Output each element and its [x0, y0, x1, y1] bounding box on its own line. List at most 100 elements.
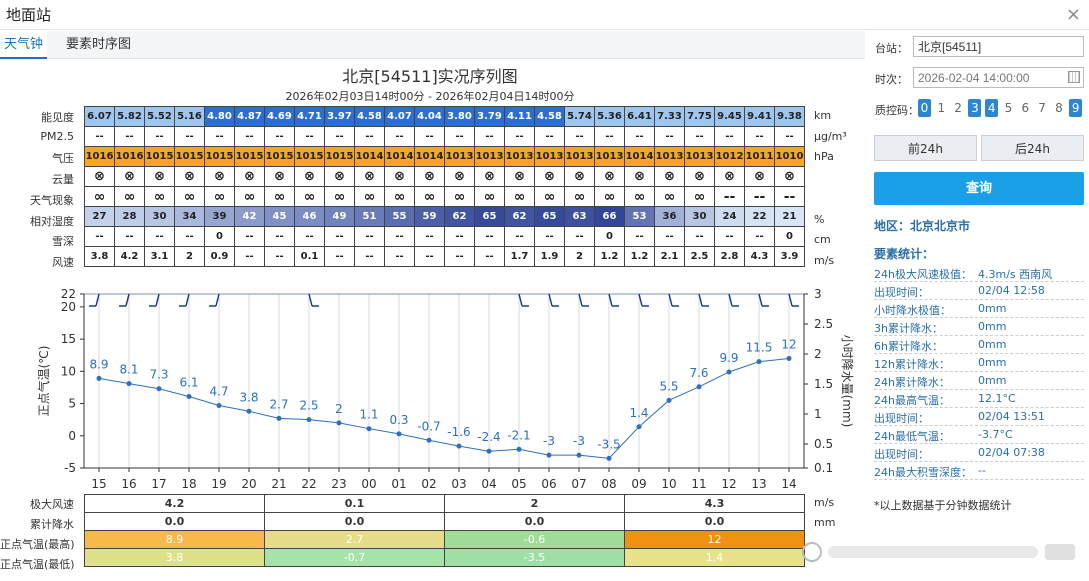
cell: ∞: [444, 186, 475, 207]
x-tick-label: 08: [601, 477, 616, 491]
stat-row: 24h最低气温： -3.7°C: [874, 427, 1084, 444]
qc-digit-2[interactable]: 2: [954, 101, 962, 115]
stat-value: 0mm: [978, 320, 1007, 333]
cell: 1016: [114, 146, 145, 167]
cell: 4.11: [504, 106, 535, 127]
cell: --: [414, 226, 445, 247]
temperature-label: -2.4: [477, 430, 500, 444]
summary-label: 累计降水: [30, 518, 74, 531]
row-unit: km: [814, 109, 832, 122]
temperature-label: 7.6: [689, 366, 708, 380]
summary-cell: -3.5: [444, 548, 625, 567]
qc-digit-7[interactable]: 7: [1038, 101, 1046, 115]
chart-subtitle: 2026年02月03日14时00分 - 2026年02月04日14时00分: [285, 90, 575, 103]
tab-bar: 天气钟 要素时序图: [0, 31, 865, 59]
qc-digit-8[interactable]: 8: [1055, 101, 1063, 115]
temperature-label: -2.1: [507, 428, 530, 442]
cell: --: [564, 226, 595, 247]
qc-digit-0[interactable]: 0: [918, 99, 931, 117]
cell: 1013: [684, 146, 715, 167]
cell: 46: [294, 206, 325, 227]
row-unit: μg/m³: [814, 129, 847, 143]
temperature-point: [426, 437, 432, 443]
time-input[interactable]: [913, 67, 1084, 88]
cell: ⊗: [144, 166, 175, 187]
cell: 30: [684, 206, 715, 227]
cell: 34: [174, 206, 205, 227]
cell: --: [294, 126, 325, 147]
qc-digit-6[interactable]: 6: [1021, 101, 1030, 115]
summary-unit: mm: [814, 516, 836, 529]
stat-key: 6h累计降水：: [874, 340, 943, 353]
summary-cell: 4.3: [624, 494, 805, 513]
y-tick-label: 5: [68, 397, 76, 411]
temperature-point: [546, 452, 552, 458]
summary-label: 正点气温(最高): [0, 538, 75, 551]
cell: 3.97: [324, 106, 355, 127]
stat-value: 4.3m/s 西南风: [978, 268, 1053, 281]
cell: --: [114, 226, 145, 247]
calendar-icon[interactable]: [1068, 71, 1080, 83]
cell: --: [414, 246, 445, 267]
window-title: 地面站: [6, 6, 52, 24]
cell: 1013: [564, 146, 595, 167]
summary-cell: 2.7: [264, 530, 445, 549]
qc-digit-9[interactable]: 9: [1069, 99, 1083, 117]
tab-weather-clock[interactable]: 天气钟: [0, 31, 48, 59]
cell: 4.07: [384, 106, 415, 127]
cell: 4.58: [354, 106, 385, 127]
cell: --: [234, 246, 265, 267]
cell: 4.69: [264, 106, 295, 127]
cell: --: [474, 126, 505, 147]
qc-digit-4[interactable]: 4: [985, 99, 999, 117]
cell: ⊗: [624, 166, 655, 187]
cell: 4.2: [114, 246, 145, 267]
x-tick-label: 11: [691, 477, 706, 491]
x-tick-label: 05: [511, 477, 526, 491]
qc-digit-5[interactable]: 5: [1004, 101, 1013, 115]
cell: 1014: [384, 146, 415, 167]
wind-barb-icon: [698, 293, 709, 307]
temperature-point: [786, 355, 792, 361]
cell: 4.71: [294, 106, 325, 127]
wind-barb-icon: [578, 293, 589, 307]
station-input[interactable]: [913, 36, 1084, 57]
temperature-point: [336, 420, 342, 426]
cell: 1013: [504, 146, 535, 167]
cell: 66: [594, 206, 625, 227]
station-label: 台站：: [875, 42, 908, 55]
next-24h-button[interactable]: 后24h: [981, 135, 1084, 161]
stat-key: 出现时间：: [874, 448, 929, 461]
cell: --: [504, 126, 535, 147]
temperature-point: [306, 417, 312, 423]
cell: 0: [594, 226, 625, 247]
query-button[interactable]: 查询: [874, 172, 1084, 205]
stat-value: 0mm: [978, 338, 1007, 351]
stat-value: 02/04 13:51: [978, 410, 1045, 423]
x-tick-label: 13: [751, 477, 766, 491]
close-icon[interactable]: ×: [1065, 4, 1081, 25]
qc-digit-1[interactable]: 1: [937, 101, 946, 115]
cell: 51: [354, 206, 385, 227]
y2-tick-label: 0.1: [814, 461, 833, 475]
stat-key: 24h极大风速极值：: [874, 268, 972, 281]
cell: 2.1: [654, 246, 685, 267]
watermark-logo: [802, 542, 1075, 562]
cell: 22: [744, 206, 775, 227]
prev-24h-button[interactable]: 前24h: [874, 135, 977, 161]
y2-axis-title: 小时降水量(mm): [840, 335, 854, 428]
cell: 1015: [204, 146, 235, 167]
temperature-label: -3.5: [597, 437, 620, 451]
wind-barb-icon: [209, 293, 220, 307]
cell: --: [324, 126, 355, 147]
cell: --: [444, 126, 475, 147]
tab-element-timeseries[interactable]: 要素时序图: [66, 37, 132, 52]
cell: ⊗: [294, 166, 325, 187]
stat-value: 0mm: [978, 356, 1007, 369]
cell: --: [654, 226, 685, 247]
cell: ⊗: [354, 166, 385, 187]
temperature-label: -3: [573, 434, 585, 448]
x-tick-label: 09: [631, 477, 646, 491]
cell: --: [84, 226, 115, 247]
qc-digit-3[interactable]: 3: [968, 99, 982, 117]
